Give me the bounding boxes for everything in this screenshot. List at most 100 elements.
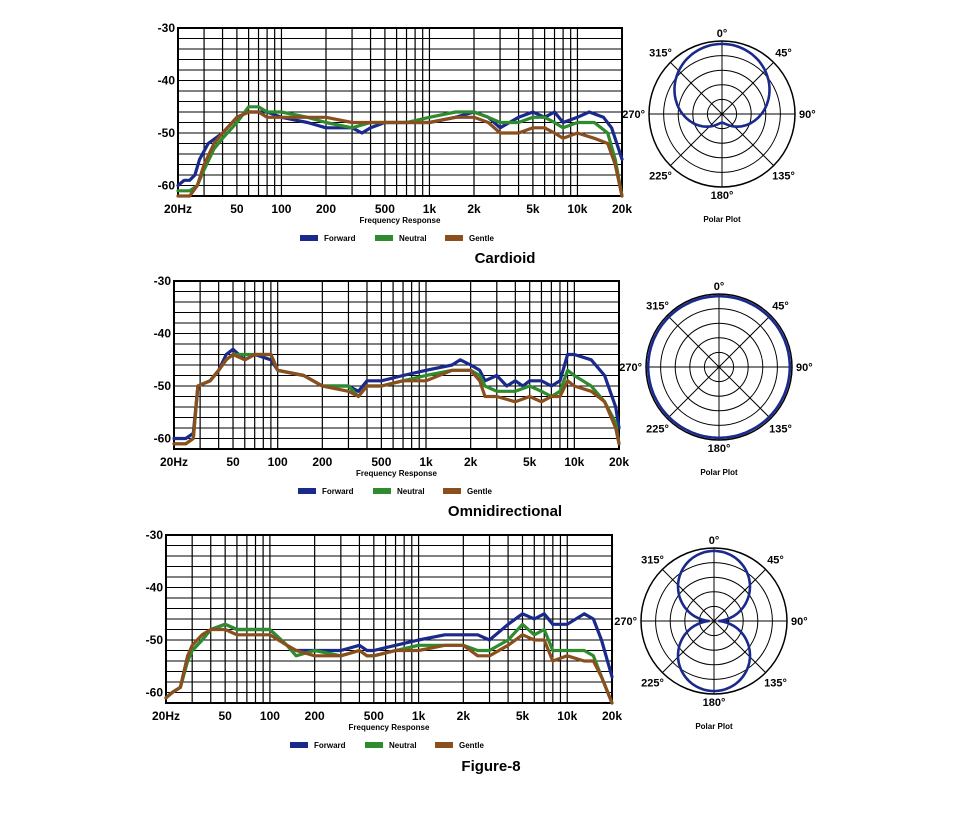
polar-angle-label: 45° (772, 300, 789, 312)
y-tick-label: -60 (146, 686, 164, 700)
legend-label-forward: Forward (324, 234, 356, 243)
x-tick-label: 2k (457, 709, 471, 723)
legend-swatch-gentle (443, 488, 461, 494)
polar-angle-label: 90° (791, 616, 808, 628)
y-tick-label: -60 (154, 432, 172, 446)
legend-label-gentle: Gentle (459, 741, 484, 750)
y-tick-label: -40 (146, 581, 164, 595)
x-tick-label: 500 (375, 202, 395, 216)
y-tick-label: -40 (154, 327, 172, 341)
legend-swatch-gentle (435, 742, 453, 748)
polar-angle-label: 225° (649, 171, 672, 183)
x-tick-label: 500 (364, 709, 384, 723)
polar-angle-label: 315° (641, 554, 664, 566)
legend-swatch-neutral (365, 742, 383, 748)
polar-angle-label: 90° (796, 362, 813, 374)
legend-swatch-forward (290, 742, 308, 748)
polar-plot-label: Polar Plot (700, 468, 738, 477)
series-line-forward (176, 110, 624, 188)
x-tick-label: 20k (602, 709, 622, 723)
x-tick-label: 10k (557, 709, 577, 723)
x-tick-label: 1k (423, 202, 437, 216)
legend-swatch-forward (300, 235, 318, 241)
polar-spoke (670, 62, 774, 166)
polar-angle-label: 0° (717, 28, 728, 40)
series-line-neutral (176, 105, 624, 198)
polar-angle-label: 0° (714, 281, 725, 293)
y-tick-label: -40 (158, 74, 176, 88)
x-tick-label: 5k (516, 709, 530, 723)
x-tick-label: 100 (271, 202, 291, 216)
legend-label-neutral: Neutral (399, 234, 427, 243)
polar-plot-1: 0° 45° 90° 135° 180° 225° 270° 315° Polar Plot (622, 28, 815, 224)
polar-plot-3: 0° 45° 90° 135° 180° 225° 270° 315° Polar Plot (614, 535, 807, 731)
x-axis-label: Frequency Response (349, 723, 430, 732)
polar-spoke (662, 569, 766, 673)
polar-angle-label: 225° (646, 424, 669, 436)
polar-pattern (673, 42, 771, 129)
polar-pattern (646, 294, 792, 440)
polar-angle-label: 0° (709, 535, 720, 547)
polar-angle-label: 135° (769, 424, 792, 436)
polar-angle-label: 45° (775, 47, 792, 59)
x-tick-label: 2k (467, 202, 481, 216)
y-tick-label: -60 (158, 179, 176, 193)
x-tick-label: 10k (564, 455, 584, 469)
polar-angle-label: 270° (622, 109, 645, 121)
chart-title-3: Figure-8 (461, 758, 521, 775)
series-line-neutral (172, 352, 621, 446)
x-tick-label: 200 (312, 455, 332, 469)
series-line-neutral (164, 622, 614, 705)
x-tick-label: 100 (268, 455, 288, 469)
y-tick-label: -50 (146, 633, 164, 647)
y-tick-label: -50 (154, 379, 172, 393)
x-tick-label: 1k (419, 455, 433, 469)
x-tick-label: 50 (218, 709, 232, 723)
series-line-gentle (164, 627, 614, 705)
polar-plot-label: Polar Plot (703, 215, 741, 224)
x-tick-label: 100 (260, 709, 280, 723)
polar-angle-label: 135° (764, 678, 787, 690)
polar-angle-label: 180° (711, 190, 734, 202)
legend-label-gentle: Gentle (467, 487, 492, 496)
polar-plot-label: Polar Plot (695, 722, 733, 731)
chart-1: -30 -40 -50 -60 20Hz 50 100 200 500 1k 2k 5k 10k 20k F… (158, 21, 816, 243)
polar-angle-label: 270° (619, 362, 642, 374)
chart-2: -30 -40 -50 -60 20Hz 50 100 200 500 1k 2k 5k 10k 20k F… (154, 274, 813, 496)
y-tick-label: -30 (158, 21, 176, 35)
y-tick-label: -30 (146, 528, 164, 542)
x-axis-label: Frequency Response (360, 216, 441, 225)
x-tick-label: 200 (316, 202, 336, 216)
legend-swatch-neutral (373, 488, 391, 494)
x-tick-label: 1k (412, 709, 426, 723)
polar-plot-2: 0° 45° 90° 135° 180° 225° 270° 315° Polar Plot (619, 281, 812, 477)
legend-label-neutral: Neutral (397, 487, 425, 496)
x-tick-label: 500 (371, 455, 391, 469)
polar-angle-label: 45° (767, 554, 784, 566)
legend-swatch-forward (298, 488, 316, 494)
chart-title-2: Omnidirectional (447, 503, 563, 520)
plot-frame (165, 534, 613, 704)
x-tick-label: 20k (612, 202, 632, 216)
legend-swatch-neutral (375, 235, 393, 241)
x-tick-label: 50 (226, 455, 240, 469)
y-tick-label: -30 (154, 274, 172, 288)
plot-frame (173, 280, 620, 450)
x-tick-label: 50 (230, 202, 244, 216)
legend-label-forward: Forward (314, 741, 346, 750)
series-line-gentle (172, 352, 621, 446)
polar-angle-label: 315° (646, 300, 669, 312)
polar-spoke (667, 315, 771, 419)
x-tick-label: 5k (523, 455, 537, 469)
x-tick-label: 20Hz (164, 202, 192, 216)
x-tick-label: 20k (609, 455, 629, 469)
x-tick-label: 20Hz (152, 709, 180, 723)
polar-angle-label: 225° (641, 678, 664, 690)
x-tick-label: 10k (567, 202, 587, 216)
series-line-gentle (176, 110, 624, 198)
polar-angle-label: 90° (799, 109, 816, 121)
polar-angle-label: 180° (703, 697, 726, 709)
polar-angle-label: 315° (649, 47, 672, 59)
legend-label-forward: Forward (322, 487, 354, 496)
